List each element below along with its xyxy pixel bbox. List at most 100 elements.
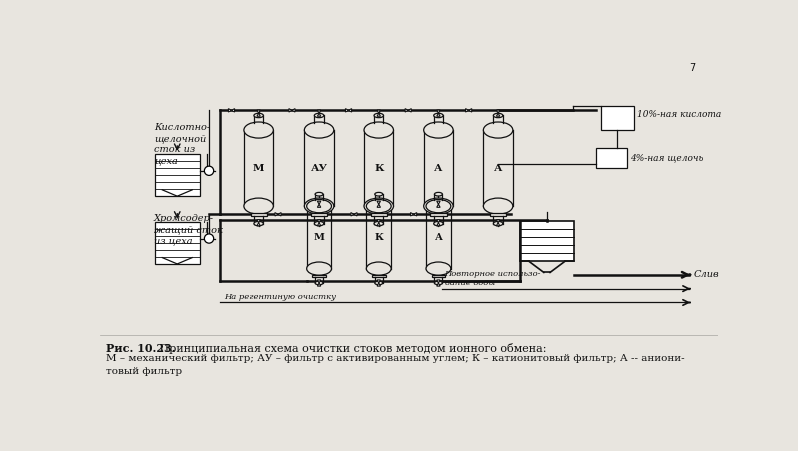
Ellipse shape (244, 122, 274, 138)
Ellipse shape (366, 262, 391, 275)
Polygon shape (465, 109, 468, 112)
Polygon shape (228, 109, 231, 112)
Polygon shape (437, 110, 440, 113)
Ellipse shape (374, 113, 384, 118)
Polygon shape (292, 109, 295, 112)
Polygon shape (318, 201, 321, 204)
Ellipse shape (315, 193, 323, 196)
Ellipse shape (426, 262, 451, 275)
Polygon shape (437, 220, 440, 223)
Ellipse shape (304, 122, 334, 138)
Ellipse shape (434, 193, 442, 196)
Ellipse shape (374, 221, 384, 226)
Polygon shape (351, 212, 354, 216)
Polygon shape (410, 212, 413, 216)
Ellipse shape (366, 199, 391, 213)
Bar (251, 213, 267, 216)
Ellipse shape (364, 122, 393, 138)
Bar (432, 275, 445, 277)
Text: Кислотно-
щелочной
сток из
цеха: Кислотно- щелочной сток из цеха (154, 123, 210, 166)
Polygon shape (437, 204, 440, 207)
Bar (155, 154, 200, 196)
Polygon shape (318, 204, 321, 207)
Ellipse shape (304, 198, 334, 214)
Polygon shape (257, 113, 260, 116)
Text: М – механический фильтр; АУ – фильтр с активированным углем; К – катионитовый фи: М – механический фильтр; АУ – фильтр с а… (106, 354, 685, 376)
Text: На регентиную очистку: На регентиную очистку (223, 293, 336, 301)
Polygon shape (231, 109, 235, 112)
Text: М: М (253, 164, 264, 173)
Text: Повторное использо-
вание воды: Повторное использо- вание воды (444, 270, 541, 287)
Text: К: К (374, 233, 383, 242)
Polygon shape (349, 109, 352, 112)
Text: К: К (374, 164, 384, 173)
Ellipse shape (375, 193, 383, 196)
Polygon shape (496, 110, 500, 113)
Bar (596, 148, 626, 168)
Bar (372, 275, 385, 277)
Polygon shape (496, 113, 500, 116)
Ellipse shape (306, 199, 331, 213)
Polygon shape (437, 113, 440, 116)
Text: Рис. 10.23.: Рис. 10.23. (106, 343, 176, 354)
Polygon shape (318, 110, 321, 113)
Polygon shape (437, 283, 440, 286)
Polygon shape (318, 113, 321, 116)
Polygon shape (257, 223, 260, 226)
Bar (312, 275, 326, 277)
Polygon shape (377, 223, 381, 226)
Text: Слив: Слив (693, 270, 719, 279)
Ellipse shape (375, 281, 383, 285)
Ellipse shape (314, 221, 324, 226)
Ellipse shape (434, 113, 443, 118)
Ellipse shape (434, 281, 442, 285)
Polygon shape (437, 201, 440, 204)
Polygon shape (377, 110, 381, 113)
Polygon shape (413, 212, 417, 216)
Ellipse shape (424, 122, 453, 138)
Ellipse shape (254, 113, 263, 118)
Text: Принципиальная схема очистки стоков методом ионного обмена:: Принципиальная схема очистки стоков мето… (156, 343, 546, 354)
Circle shape (204, 234, 214, 243)
Polygon shape (377, 113, 381, 116)
Polygon shape (377, 283, 381, 286)
Polygon shape (318, 223, 321, 226)
Polygon shape (468, 109, 472, 112)
Polygon shape (377, 201, 381, 204)
Bar (490, 213, 506, 216)
Polygon shape (257, 110, 260, 113)
Ellipse shape (314, 113, 324, 118)
Polygon shape (318, 283, 321, 286)
Ellipse shape (493, 221, 503, 226)
Text: А: А (494, 164, 503, 173)
Text: А: А (434, 164, 443, 173)
Polygon shape (354, 212, 357, 216)
Ellipse shape (493, 113, 503, 118)
Ellipse shape (484, 198, 513, 214)
Ellipse shape (434, 221, 443, 226)
Polygon shape (346, 109, 349, 112)
Bar (311, 213, 327, 216)
Polygon shape (318, 280, 321, 283)
Ellipse shape (484, 122, 513, 138)
Polygon shape (257, 220, 260, 223)
Ellipse shape (364, 198, 393, 214)
Text: АУ: АУ (310, 164, 327, 173)
Bar (370, 213, 387, 216)
Ellipse shape (426, 199, 451, 213)
Bar (601, 106, 634, 129)
Polygon shape (409, 109, 411, 112)
Text: Хромсодер-
жащий сток
из цеха: Хромсодер- жащий сток из цеха (154, 214, 223, 245)
Polygon shape (377, 220, 381, 223)
Polygon shape (377, 204, 381, 207)
Bar (519, 221, 574, 261)
Polygon shape (275, 212, 278, 216)
Circle shape (204, 166, 214, 175)
Text: А: А (434, 233, 442, 242)
Bar (155, 221, 200, 264)
Polygon shape (318, 220, 321, 223)
Text: 7: 7 (689, 63, 695, 74)
Bar (430, 213, 447, 216)
Polygon shape (289, 109, 292, 112)
Text: 10%-ная кислота: 10%-ная кислота (637, 110, 721, 120)
